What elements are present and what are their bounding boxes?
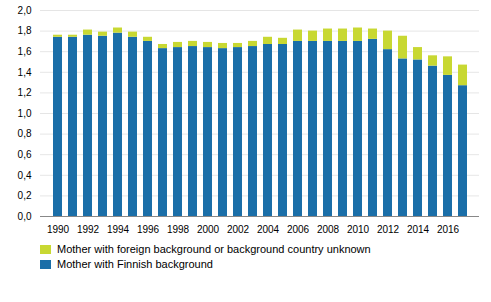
svg-text:2014: 2014 (407, 224, 430, 235)
svg-text:2010: 2010 (347, 224, 370, 235)
svg-text:2002: 2002 (227, 224, 250, 235)
svg-text:1,8: 1,8 (18, 25, 32, 36)
svg-text:1,4: 1,4 (18, 67, 32, 78)
svg-text:1998: 1998 (167, 224, 190, 235)
svg-text:0,6: 0,6 (18, 149, 32, 160)
svg-text:1,2: 1,2 (18, 87, 32, 98)
svg-text:2000: 2000 (197, 224, 220, 235)
svg-text:2004: 2004 (257, 224, 280, 235)
svg-text:1,0: 1,0 (18, 108, 32, 119)
html-text:Mother with Finnish background: Mother with Finnish background (57, 258, 213, 270)
html-text:Mother with foreign background: Mother with foreign background or backgr… (57, 243, 371, 255)
svg-text:2006: 2006 (287, 224, 310, 235)
svg-text:0,2: 0,2 (18, 190, 32, 201)
svg-text:1990: 1990 (47, 224, 70, 235)
svg-text:0,8: 0,8 (18, 128, 32, 139)
svg-text:1,6: 1,6 (18, 46, 32, 57)
svg-text:1994: 1994 (107, 224, 130, 235)
svg-text:2008: 2008 (317, 224, 340, 235)
svg-text:0,4: 0,4 (18, 170, 32, 181)
svg-text:2,0: 2,0 (18, 5, 32, 16)
svg-text:1992: 1992 (77, 224, 100, 235)
svg-text:0,0: 0,0 (18, 211, 32, 222)
svg-text:1996: 1996 (137, 224, 160, 235)
svg-text:2016: 2016 (437, 224, 460, 235)
svg-text:2012: 2012 (377, 224, 400, 235)
